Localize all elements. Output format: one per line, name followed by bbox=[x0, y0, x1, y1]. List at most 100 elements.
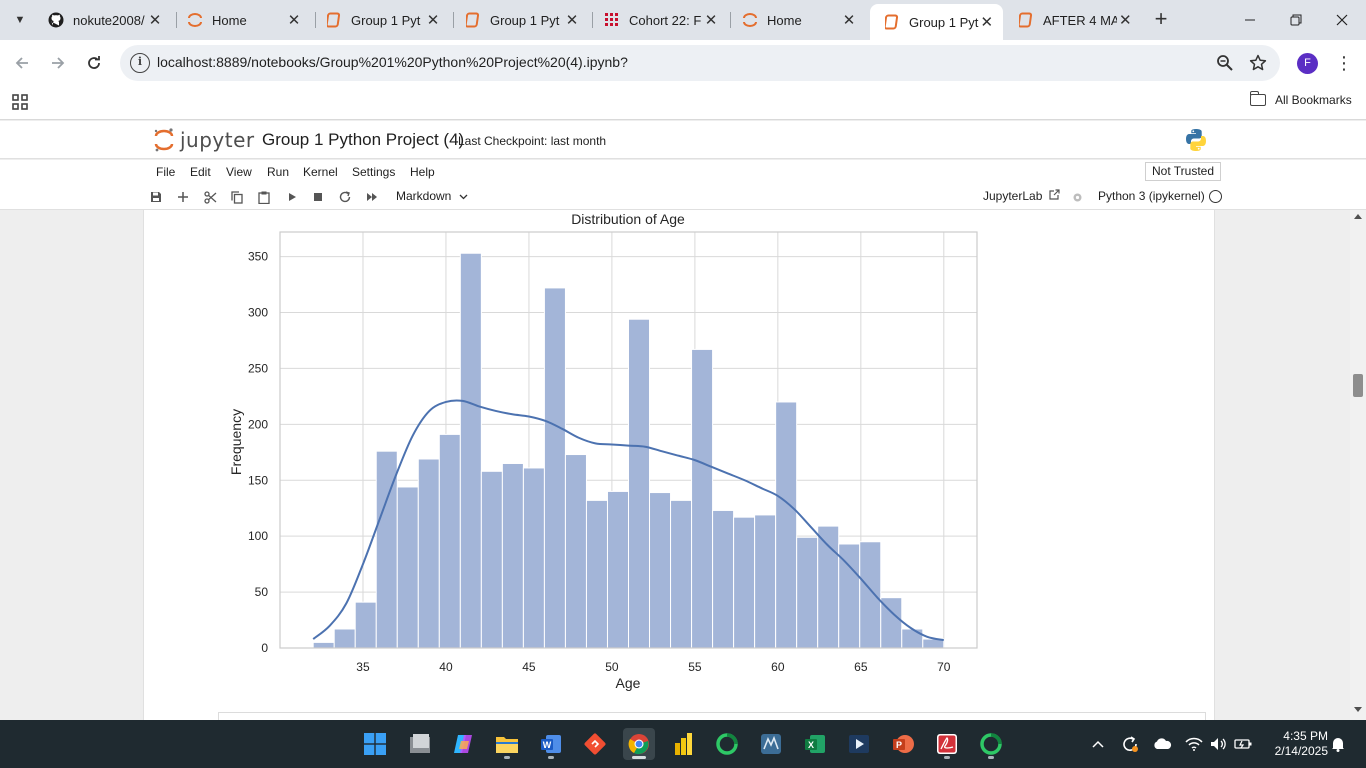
settings-icon[interactable] bbox=[1068, 188, 1086, 206]
address-bar[interactable]: i localhost:8889/notebooks/Group%201%20P… bbox=[120, 45, 1280, 81]
close-icon[interactable]: ✕ bbox=[565, 12, 579, 29]
profile-avatar[interactable]: F bbox=[1297, 53, 1318, 74]
reload-button[interactable] bbox=[82, 51, 106, 75]
apps-grid-icon[interactable] bbox=[11, 93, 29, 111]
minimize-button[interactable] bbox=[1227, 6, 1273, 34]
back-button[interactable] bbox=[10, 51, 34, 75]
forward-button[interactable] bbox=[46, 51, 70, 75]
power-bi-icon[interactable] bbox=[667, 728, 699, 760]
histogram-bar bbox=[438, 433, 461, 649]
chevron-up-icon[interactable] bbox=[1088, 734, 1108, 754]
paste-button[interactable] bbox=[255, 188, 273, 206]
copilot-icon[interactable] bbox=[447, 728, 479, 760]
folder-icon bbox=[1249, 91, 1266, 106]
histogram-bar bbox=[796, 536, 819, 649]
histogram-bar bbox=[417, 458, 440, 649]
menu-edit[interactable]: Edit bbox=[190, 165, 211, 179]
trust-status-button[interactable]: Not Trusted bbox=[1145, 162, 1222, 181]
close-window-button[interactable] bbox=[1319, 6, 1365, 34]
insert-cell-button[interactable] bbox=[174, 188, 192, 206]
jupyter-logo[interactable]: jupyter bbox=[153, 127, 255, 153]
cell-type-select[interactable]: Markdown bbox=[396, 189, 468, 203]
windows-start-icon[interactable] bbox=[359, 728, 391, 760]
cloud-icon[interactable] bbox=[1152, 734, 1172, 754]
menu-settings[interactable]: Settings bbox=[352, 165, 396, 179]
browser-tab[interactable]: nokute2008/ ✕ bbox=[34, 4, 172, 36]
menu-help[interactable]: Help bbox=[410, 165, 435, 179]
y-tick-label: 150 bbox=[248, 473, 268, 487]
run-cell-button[interactable] bbox=[283, 188, 301, 206]
browser-tab[interactable]: Cohort 22: F ✕ bbox=[590, 4, 728, 36]
restart-run-all-button[interactable] bbox=[363, 188, 381, 206]
star-icon[interactable] bbox=[1248, 53, 1268, 73]
url-text[interactable]: localhost:8889/notebooks/Group%201%20Pyt… bbox=[157, 54, 628, 70]
close-icon[interactable]: ✕ bbox=[704, 12, 718, 29]
scroll-down-icon[interactable] bbox=[1354, 707, 1362, 712]
close-icon[interactable]: ✕ bbox=[1119, 12, 1132, 29]
media-player-icon[interactable] bbox=[843, 728, 875, 760]
svg-text:P: P bbox=[896, 740, 902, 750]
interrupt-kernel-button[interactable] bbox=[309, 188, 327, 206]
system-clock[interactable]: 4:35 PM 2/14/2025 bbox=[1262, 729, 1328, 759]
jupyter-ring-icon[interactable] bbox=[711, 728, 743, 760]
update-icon[interactable] bbox=[1120, 734, 1140, 754]
fast-forward-icon bbox=[367, 193, 377, 201]
reload-icon bbox=[88, 56, 100, 69]
copy-button[interactable] bbox=[228, 188, 246, 206]
new-tab-button[interactable]: + bbox=[1150, 8, 1172, 32]
zoom-icon[interactable] bbox=[1215, 53, 1235, 73]
restore-button[interactable] bbox=[1273, 6, 1319, 34]
browser-tab[interactable]: Home ✕ bbox=[173, 4, 311, 36]
jupyter-ring-icon[interactable] bbox=[975, 728, 1007, 760]
notebook-title[interactable]: Group 1 Python Project (4) bbox=[262, 130, 465, 149]
tab-search-button[interactable]: ▼ bbox=[8, 8, 32, 32]
excel-icon[interactable]: X bbox=[799, 728, 831, 760]
cut-button[interactable] bbox=[201, 188, 219, 206]
restart-kernel-button[interactable] bbox=[336, 188, 354, 206]
info-icon[interactable]: i bbox=[130, 53, 150, 73]
chrome-icon[interactable] bbox=[623, 728, 655, 760]
wifi-icon[interactable] bbox=[1184, 734, 1204, 754]
menu-run[interactable]: Run bbox=[267, 165, 290, 179]
browser-tab-active[interactable]: Group 1 Pyth ✕ bbox=[870, 4, 1003, 40]
browser-tab[interactable]: Group 1 Pyt ✕ bbox=[451, 4, 589, 36]
histogram-bar bbox=[691, 348, 714, 649]
git-icon[interactable] bbox=[579, 728, 611, 760]
close-icon[interactable]: ✕ bbox=[148, 12, 162, 29]
x-tick-label: 50 bbox=[605, 660, 619, 674]
y-axis-label: Frequency bbox=[228, 409, 244, 475]
close-icon[interactable]: ✕ bbox=[980, 14, 994, 31]
plus-icon bbox=[178, 192, 188, 202]
battery-icon[interactable] bbox=[1233, 734, 1253, 754]
word-icon[interactable]: W bbox=[535, 728, 567, 760]
stop-icon bbox=[314, 193, 322, 201]
browser-tab[interactable]: Group 1 Pyt ✕ bbox=[312, 4, 450, 36]
jupyter-header: jupyter Group 1 Python Project (4) Last … bbox=[0, 121, 1366, 159]
file-explorer-icon[interactable] bbox=[491, 728, 523, 760]
y-tick-label: 300 bbox=[248, 306, 268, 320]
scroll-thumb[interactable] bbox=[1353, 374, 1363, 397]
volume-icon[interactable] bbox=[1209, 734, 1229, 754]
scroll-up-icon[interactable] bbox=[1354, 214, 1362, 219]
browser-tab[interactable]: Home ✕ bbox=[728, 4, 866, 36]
notification-bell-icon[interactable] bbox=[1328, 734, 1348, 754]
kernel-name[interactable]: Python 3 (ipykernel) bbox=[1098, 189, 1205, 203]
pdf-reader-icon[interactable] bbox=[931, 728, 963, 760]
close-icon[interactable]: ✕ bbox=[842, 12, 856, 29]
file-manager-icon[interactable] bbox=[404, 728, 436, 760]
open-jupyterlab-link[interactable]: JupyterLab bbox=[983, 189, 1060, 203]
sql-workbench-icon[interactable] bbox=[755, 728, 787, 760]
next-cell[interactable] bbox=[218, 712, 1206, 724]
all-bookmarks-button[interactable]: All Bookmarks bbox=[1249, 91, 1352, 107]
close-icon[interactable]: ✕ bbox=[287, 12, 301, 29]
save-button[interactable] bbox=[147, 188, 165, 206]
browser-tab[interactable]: AFTER 4 MA ✕ bbox=[1004, 4, 1142, 36]
page-scrollbar[interactable] bbox=[1350, 210, 1366, 720]
menu-file[interactable]: File bbox=[156, 165, 176, 179]
menu-view[interactable]: View bbox=[226, 165, 252, 179]
notebook-toolbar: Markdown JupyterLab Python 3 (ipykernel) bbox=[0, 184, 1366, 210]
close-icon[interactable]: ✕ bbox=[426, 12, 440, 29]
menu-kernel[interactable]: Kernel bbox=[303, 165, 338, 179]
powerpoint-icon[interactable]: P bbox=[887, 728, 919, 760]
more-options-icon[interactable]: ⋮ bbox=[1335, 52, 1353, 73]
